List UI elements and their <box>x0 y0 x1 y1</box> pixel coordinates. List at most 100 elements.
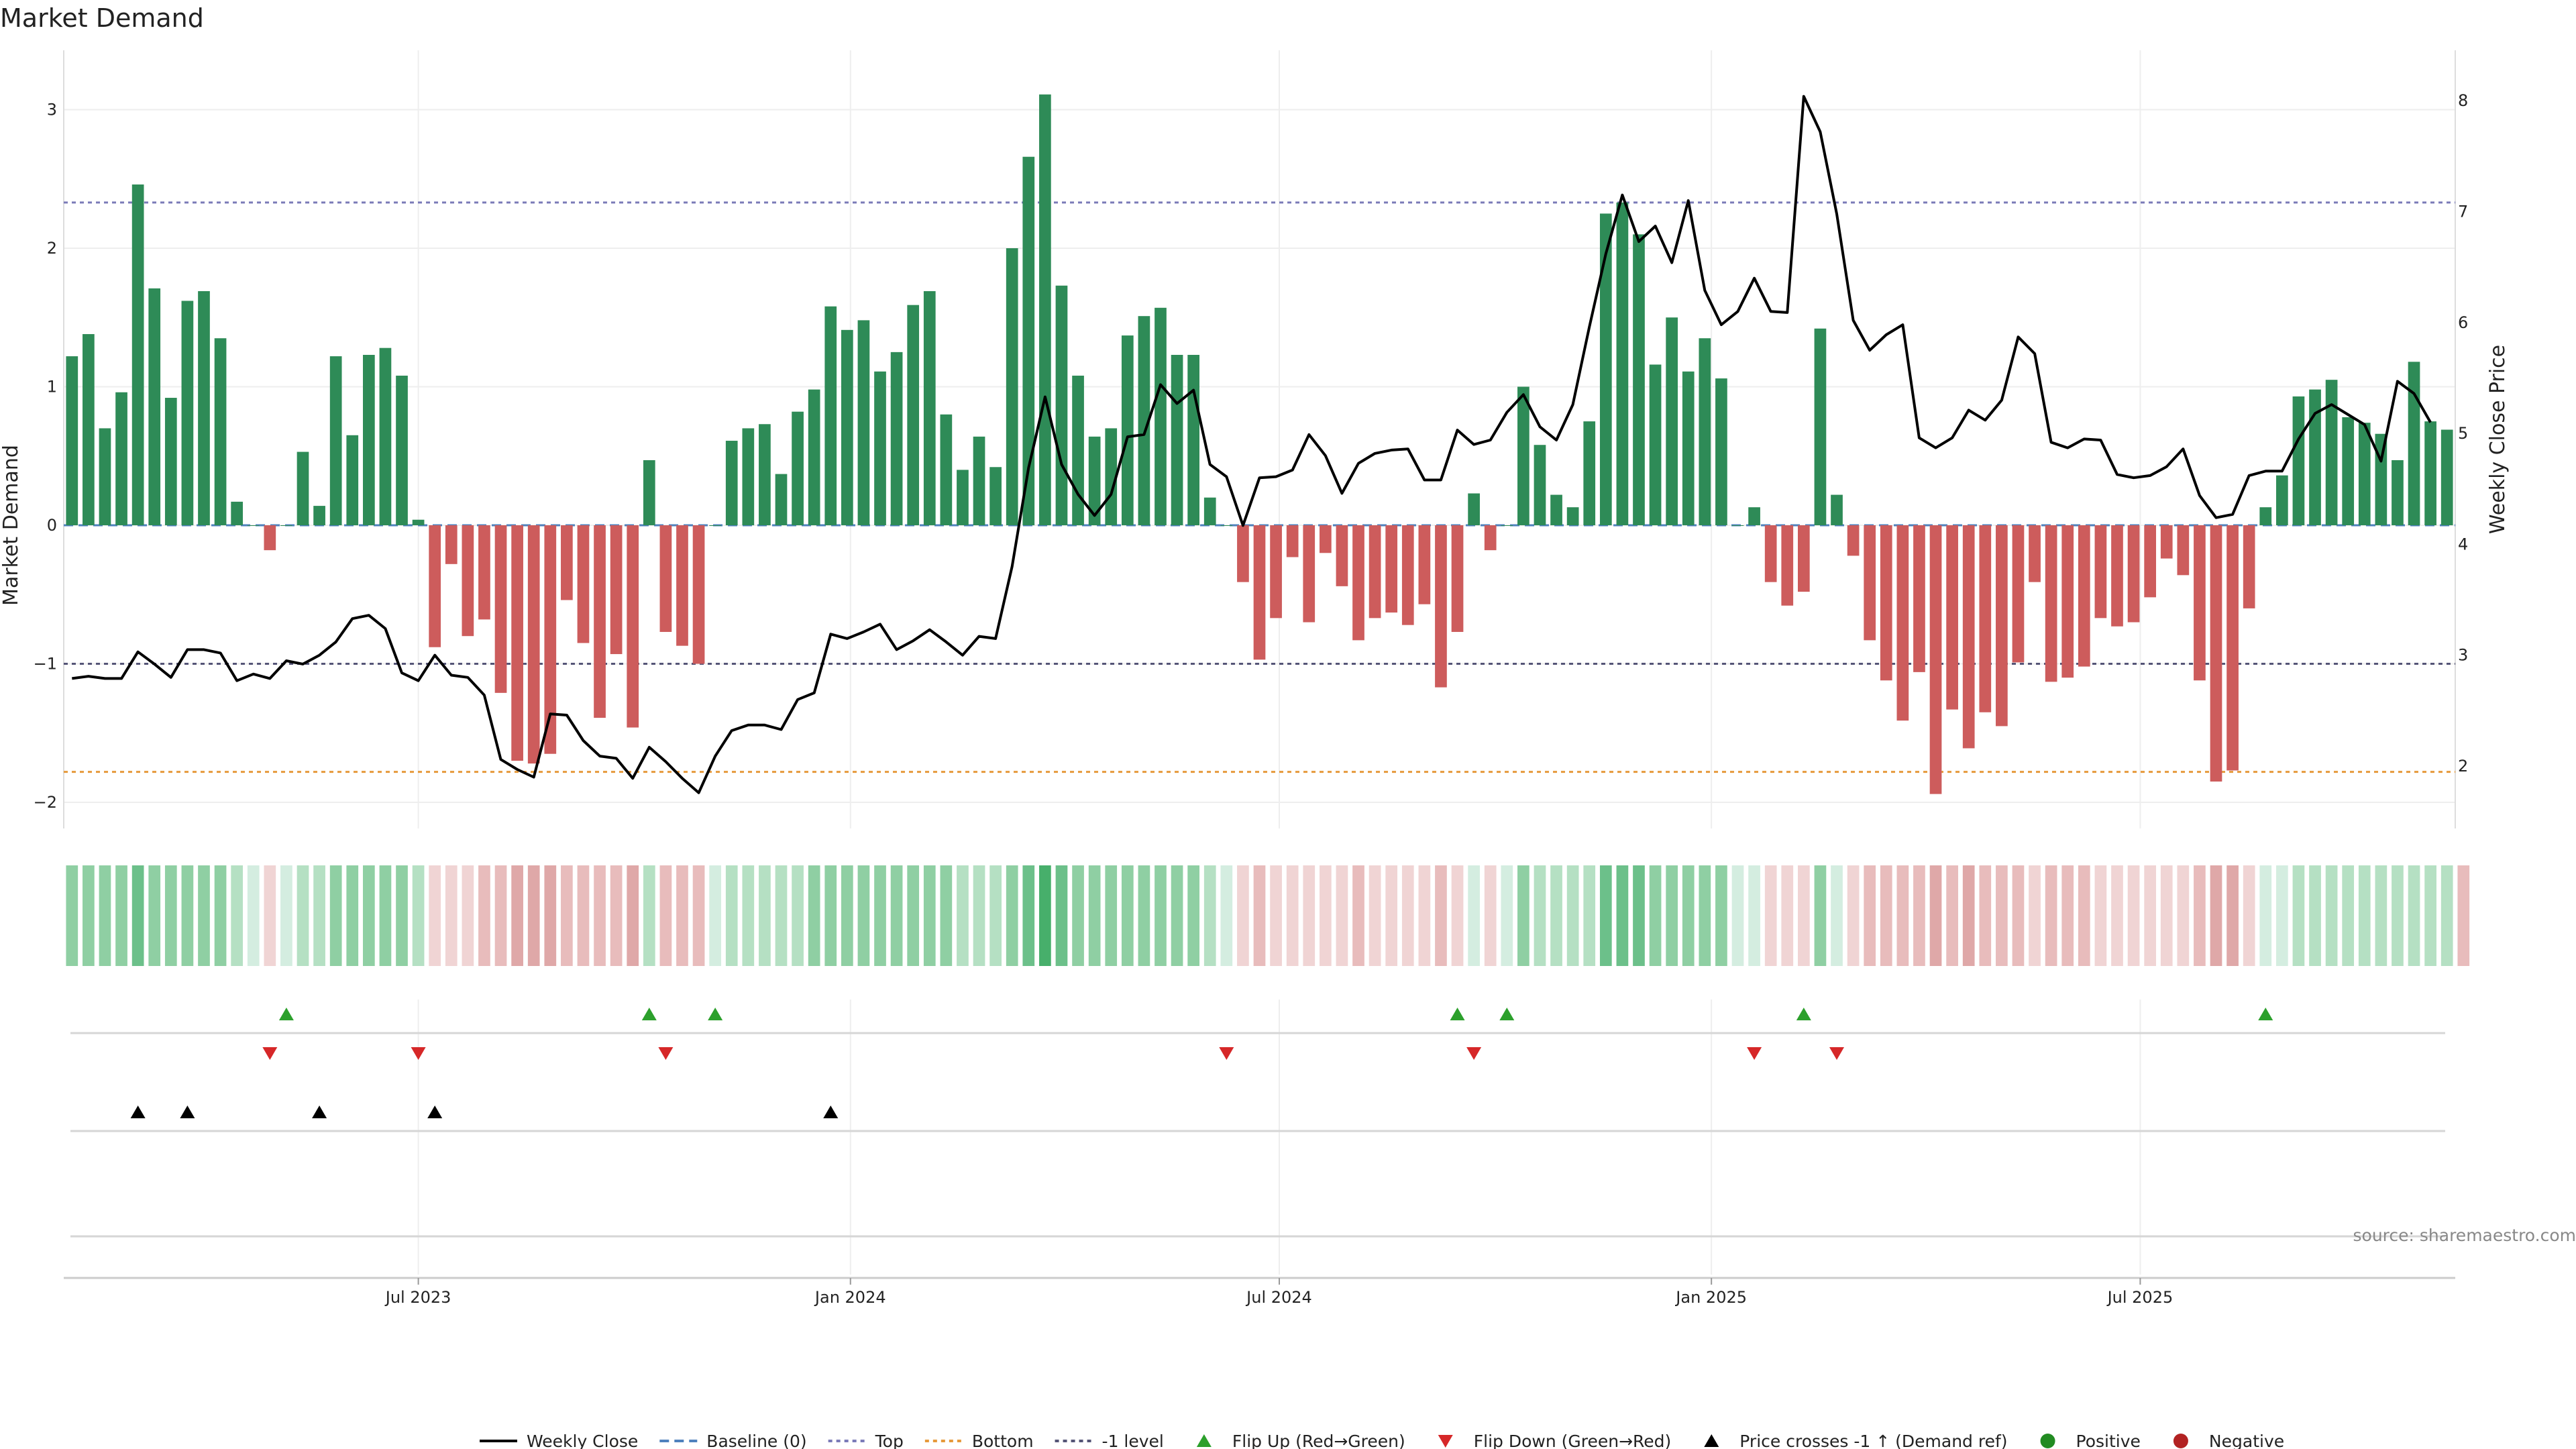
strip-cell-14 <box>297 865 309 966</box>
y-tick-label: 3 <box>47 101 57 119</box>
demand-bar-84 <box>1451 525 1464 633</box>
strip-cell-51 <box>907 865 920 966</box>
strip-cell-136 <box>2309 865 2321 966</box>
strip-cell-1 <box>83 865 95 966</box>
demand-bar-116 <box>1979 525 1992 712</box>
demand-bar-9 <box>214 338 227 525</box>
demand-bar-63 <box>1105 428 1118 525</box>
strip-cell-32 <box>594 865 606 966</box>
strip-cell-34 <box>627 865 639 966</box>
legend: Weekly Close Baseline (0) Top Bottom -1 leve… <box>480 1432 2284 1449</box>
strip-cell-68 <box>1187 865 1200 966</box>
legend-label-weekly_close: Weekly Close <box>527 1432 638 1449</box>
strip-cell-49 <box>874 865 886 966</box>
strip-cell-13 <box>280 865 292 966</box>
demand-bars <box>66 94 2453 794</box>
demand-bar-103 <box>1764 525 1777 582</box>
strip-cell-76 <box>1319 865 1332 966</box>
demand-bar-42 <box>759 424 771 525</box>
legend-item-flip_up: Flip Up (Red→Green) <box>1196 1432 1405 1449</box>
strip-cell-128 <box>2177 865 2190 966</box>
strip-cell-30 <box>561 865 573 966</box>
strip-cell-138 <box>2342 865 2355 966</box>
demand-bar-139 <box>2358 423 2371 525</box>
strip-cell-109 <box>1864 865 1876 966</box>
event-markers-panel <box>64 1008 2455 1279</box>
price-cross-marker-1 <box>180 1106 195 1118</box>
legend-swatch-positive <box>2040 1434 2055 1448</box>
demand-bar-109 <box>1864 525 1876 641</box>
demand-bar-20 <box>396 375 408 525</box>
demand-bar-77 <box>1336 525 1348 586</box>
demand-bar-102 <box>1748 507 1760 525</box>
left-axis-ticks: −2 −1 0 1 2 3 <box>34 101 57 812</box>
demand-bar-75 <box>1303 525 1316 623</box>
reference-lines <box>64 201 2455 773</box>
demand-bar-123 <box>2094 525 2107 619</box>
strip-cell-122 <box>2078 865 2090 966</box>
demand-bar-29 <box>544 525 557 754</box>
demand-bar-62 <box>1088 436 1101 525</box>
strip-cell-7 <box>181 865 194 966</box>
demand-bar-132 <box>2243 525 2255 608</box>
strip-cell-24 <box>462 865 474 966</box>
demand-bar-48 <box>857 320 870 525</box>
demand-bar-53 <box>940 414 953 525</box>
demand-bar-95 <box>1633 234 1645 525</box>
demand-bar-32 <box>594 525 606 718</box>
demand-bar-78 <box>1352 525 1364 641</box>
strip-cell-26 <box>494 865 507 966</box>
strip-cell-58 <box>1022 865 1035 966</box>
strip-cell-99 <box>1699 865 1711 966</box>
demand-bar-46 <box>824 306 837 525</box>
demand-bar-108 <box>1847 525 1860 556</box>
flip-down-marker-2 <box>658 1047 674 1060</box>
weekly-close-line <box>72 95 2432 794</box>
strip-cell-37 <box>676 865 688 966</box>
price-cross-marker-0 <box>130 1106 146 1118</box>
strip-cell-125 <box>2127 865 2140 966</box>
strip-cell-67 <box>1171 865 1183 966</box>
strip-cell-140 <box>2375 865 2387 966</box>
strip-cell-144 <box>2440 865 2453 966</box>
demand-bar-64 <box>1121 335 1134 525</box>
x-tick-label: Jul 2025 <box>2106 1288 2174 1307</box>
strip-cell-74 <box>1286 865 1299 966</box>
demand-bar-144 <box>2440 429 2453 525</box>
demand-bar-4 <box>131 184 144 525</box>
strip-cell-120 <box>2045 865 2057 966</box>
legend-item-baseline: Baseline (0) <box>659 1432 807 1449</box>
strip-cell-97 <box>1666 865 1678 966</box>
strip-cell-27 <box>511 865 523 966</box>
strip-cell-107 <box>1831 865 1843 966</box>
demand-bar-101 <box>1731 525 1744 526</box>
strip-cell-127 <box>2160 865 2173 966</box>
demand-bar-10 <box>231 501 244 525</box>
demand-bar-85 <box>1468 493 1480 525</box>
right-axis-ticks: 2 3 4 5 6 7 8 <box>2458 91 2468 775</box>
flip-down-marker-3 <box>1219 1047 1234 1060</box>
strip-cell-11 <box>247 865 260 966</box>
strip-cell-81 <box>1401 865 1414 966</box>
strip-cell-29 <box>544 865 557 966</box>
strip-cell-124 <box>2111 865 2123 966</box>
strip-cell-84 <box>1451 865 1464 966</box>
strip-cell-89 <box>1534 865 1546 966</box>
strip-cell-52 <box>923 865 936 966</box>
demand-bar-33 <box>610 525 623 655</box>
demand-bar-61 <box>1072 375 1084 525</box>
chart-title: Market Demand <box>0 3 204 33</box>
strip-cell-79 <box>1368 865 1381 966</box>
strip-cell-0 <box>66 865 78 966</box>
demand-bar-65 <box>1138 316 1150 525</box>
strip-cell-15 <box>313 865 325 966</box>
strip-cell-110 <box>1880 865 1892 966</box>
strip-cell-87 <box>1501 865 1513 966</box>
y-tick-label: 2 <box>47 239 57 258</box>
legend-swatch-negative <box>2173 1434 2188 1448</box>
strip-cell-126 <box>2144 865 2157 966</box>
legend-label-baseline: Baseline (0) <box>706 1432 806 1449</box>
strip-cell-46 <box>824 865 837 966</box>
strip-cell-12 <box>264 865 276 966</box>
